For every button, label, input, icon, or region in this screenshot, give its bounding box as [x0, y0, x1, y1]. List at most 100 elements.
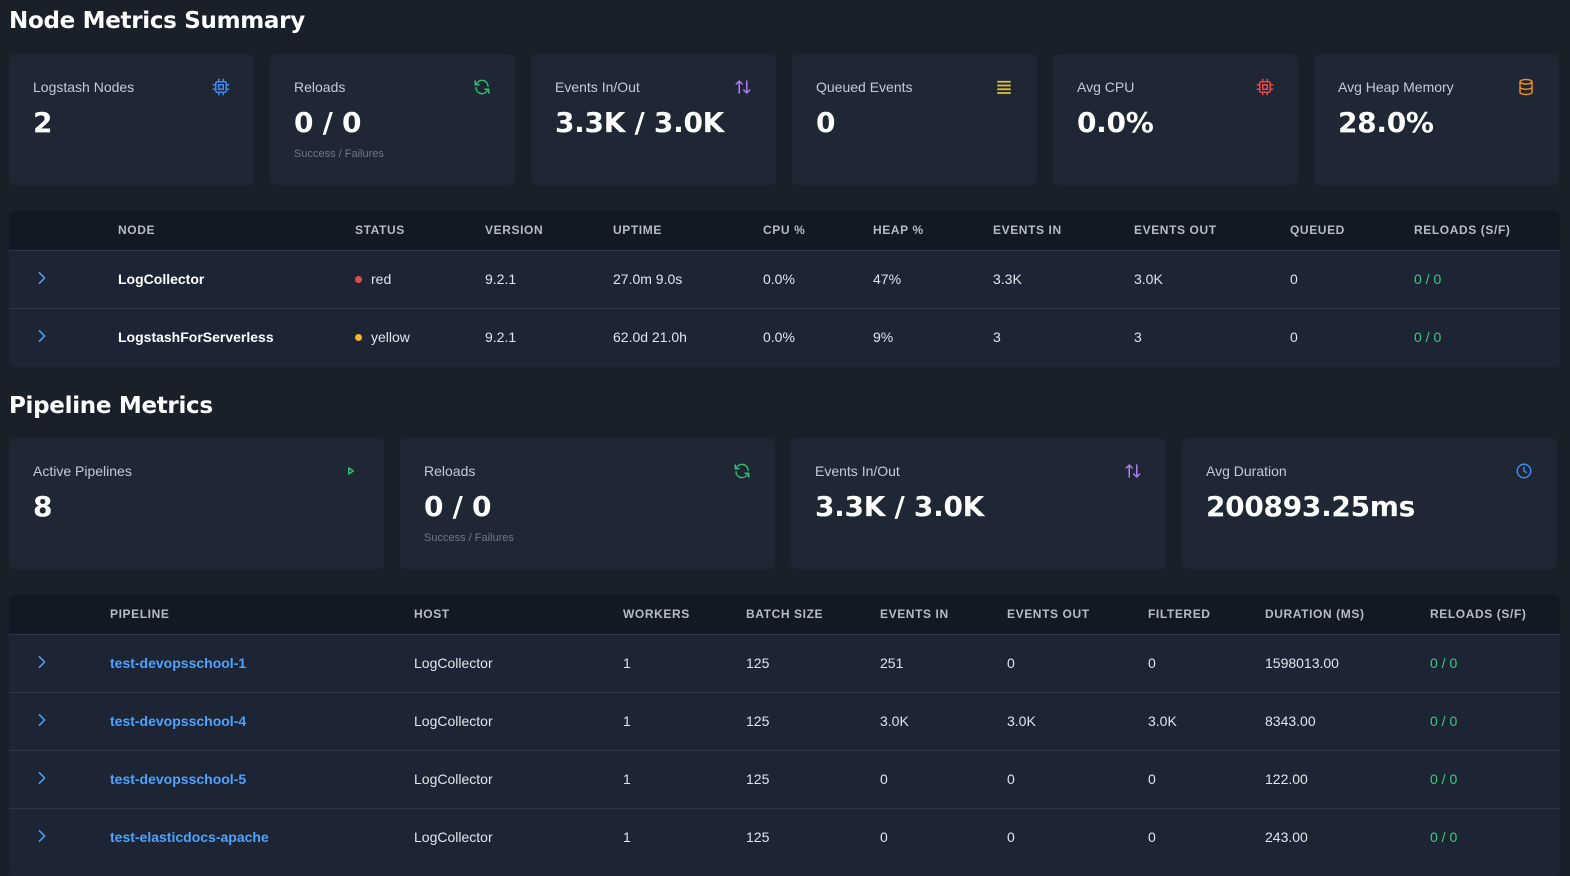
column-header-batch-size[interactable]: Batch Size [746, 606, 824, 621]
filtered-cell: 0 [1148, 829, 1156, 846]
card-value: 0 / 0 [294, 106, 362, 139]
filtered-cell: 3.0K [1148, 713, 1177, 729]
workers-cell: 1 [623, 829, 631, 846]
events-out-cell: 3.0K [1007, 713, 1036, 729]
card-value: 28.0% [1338, 106, 1434, 139]
chevron-right-icon[interactable] [35, 271, 49, 285]
pipeline-link[interactable]: test-devopsschool-4 [110, 713, 247, 729]
status-cell: red [355, 250, 485, 308]
reloads-cell: 0 / 0 [1430, 829, 1458, 846]
batch-cell: 125 [746, 655, 770, 671]
chevron-right-icon[interactable] [35, 655, 49, 669]
column-header-cpu[interactable]: CPU % [763, 222, 806, 237]
table-row[interactable]: test-devopsschool-5 LogCollector 1 125 0 0 0 12… [9, 750, 1560, 808]
workers-cell: 1 [623, 655, 631, 671]
events-in-cell: 251 [880, 655, 904, 671]
events-out-cell: 0 [1007, 829, 1015, 846]
queued-cell: 0 [1290, 329, 1298, 346]
avg-cpu-card: Avg CPU 0.0% [1053, 54, 1298, 185]
pipeline-link[interactable]: test-devopsschool-1 [110, 655, 247, 671]
node-name: LogCollector [118, 271, 205, 287]
chevron-right-icon[interactable] [35, 771, 49, 785]
column-header-host[interactable]: Host [414, 606, 450, 621]
batch-cell: 125 [746, 829, 770, 846]
column-header-reloads-s-f[interactable]: Reloads (S/F) [1414, 222, 1511, 237]
chevron-right-icon[interactable] [35, 329, 49, 343]
host-cell: LogCollector [414, 713, 493, 729]
pipeline-link[interactable]: test-devopsschool-5 [110, 771, 247, 787]
column-header-events-in[interactable]: Events In [993, 222, 1062, 237]
uptime-cell: 62.0d 21.0h [613, 329, 687, 346]
arrows-updown-icon [734, 78, 752, 96]
batch-cell: 125 [746, 771, 770, 787]
chevron-right-icon[interactable] [35, 713, 49, 727]
card-label: Active Pipelines [33, 463, 132, 479]
column-header-heap[interactable]: Heap % [873, 222, 924, 237]
pipeline-metrics-title: Pipeline Metrics [9, 393, 213, 419]
events-in-cell: 3.0K [880, 713, 909, 729]
card-label: Queued Events [816, 79, 913, 95]
reloads-cell: 0 / 0 [1430, 655, 1458, 671]
queued-events-card: Queued Events 0 [792, 54, 1037, 185]
card-value: 0 / 0 [424, 490, 492, 523]
batch-cell: 125 [746, 713, 770, 729]
workers-cell: 1 [623, 771, 631, 787]
card-label: Events In/Out [555, 79, 640, 95]
cpu-icon [1256, 78, 1274, 96]
column-header-node[interactable]: Node [118, 222, 156, 237]
events-out-cell: 3 [1134, 329, 1142, 346]
card-label: Avg Heap Memory [1338, 79, 1454, 95]
status-text: yellow [371, 329, 410, 346]
events-in-cell: 0 [880, 771, 888, 787]
column-header-version[interactable]: Version [485, 222, 544, 237]
version-cell: 9.2.1 [485, 271, 517, 287]
column-header-uptime[interactable]: Uptime [613, 222, 662, 237]
reloads-cell: 0 / 0 [1430, 713, 1458, 729]
column-header-expand [9, 210, 118, 250]
expand-cell [9, 808, 110, 866]
nodes-table: Node Status Version Uptime CPU % Heap % Events… [9, 210, 1560, 367]
filtered-cell: 0 [1148, 771, 1156, 787]
host-cell: LogCollector [414, 771, 493, 787]
column-header-workers[interactable]: Workers [623, 606, 690, 621]
column-header-pipeline[interactable]: Pipeline [110, 606, 170, 621]
table-row[interactable]: LogCollector red 9.2.1 27.0m 9.0s 0.0% 47% 3.3… [9, 250, 1560, 308]
card-value: 200893.25ms [1206, 490, 1416, 523]
cpu-cell: 0.0% [763, 271, 795, 287]
column-header-reloads-s-f[interactable]: Reloads (S/F) [1430, 606, 1527, 621]
column-header-events-in[interactable]: Events In [880, 606, 949, 621]
reloads-cell: 0 / 0 [1430, 771, 1458, 787]
column-header-events-out[interactable]: Events Out [1134, 222, 1217, 237]
pipeline-link[interactable]: test-elasticdocs-apache [110, 829, 269, 846]
expand-cell [9, 250, 118, 308]
card-subtitle: Success / Failures [294, 148, 384, 160]
card-value: 3.3K / 3.0K [555, 106, 725, 139]
heap-cell: 47% [873, 271, 902, 287]
table-row[interactable]: test-elasticdocs-apache LogCollector 1 125 0… [9, 808, 1560, 866]
column-header-queued[interactable]: Queued [1290, 222, 1345, 237]
card-value: 2 [33, 106, 53, 139]
column-header-filtered[interactable]: Filtered [1148, 606, 1211, 621]
events-out-cell: 3.0K [1134, 271, 1163, 287]
cpu-cell: 0.0% [763, 329, 795, 346]
column-header-status[interactable]: Status [355, 222, 405, 237]
card-label: Avg CPU [1077, 79, 1135, 95]
table-row[interactable]: LogstashForServerless yellow 9.2.1 62.0d 21… [9, 308, 1560, 366]
column-header-expand [9, 594, 110, 634]
chevron-right-icon[interactable] [35, 829, 49, 843]
expand-cell [9, 750, 110, 808]
refresh-icon [473, 78, 491, 96]
database-icon [1517, 78, 1535, 96]
workers-cell: 1 [623, 713, 631, 729]
node-metrics-title: Node Metrics Summary [9, 8, 305, 34]
clock-icon [1515, 462, 1533, 480]
reloads-card: Reloads 0 / 0 Success / Failures [270, 54, 515, 185]
column-header-events-out[interactable]: Events Out [1007, 606, 1090, 621]
table-row[interactable]: test-devopsschool-4 LogCollector 1 125 3.0K 3… [9, 692, 1560, 750]
table-row[interactable]: test-devopsschool-1 LogCollector 1 125 251 0 0… [9, 634, 1560, 692]
events-in-cell: 3.3K [993, 271, 1022, 287]
reloads-cell: 0 / 0 [1414, 271, 1442, 287]
cpu-icon [212, 78, 230, 96]
pipelines-table: Pipeline Host Workers Batch Size Events In Ev… [9, 594, 1560, 876]
column-header-duration-ms[interactable]: Duration (ms) [1265, 606, 1365, 621]
